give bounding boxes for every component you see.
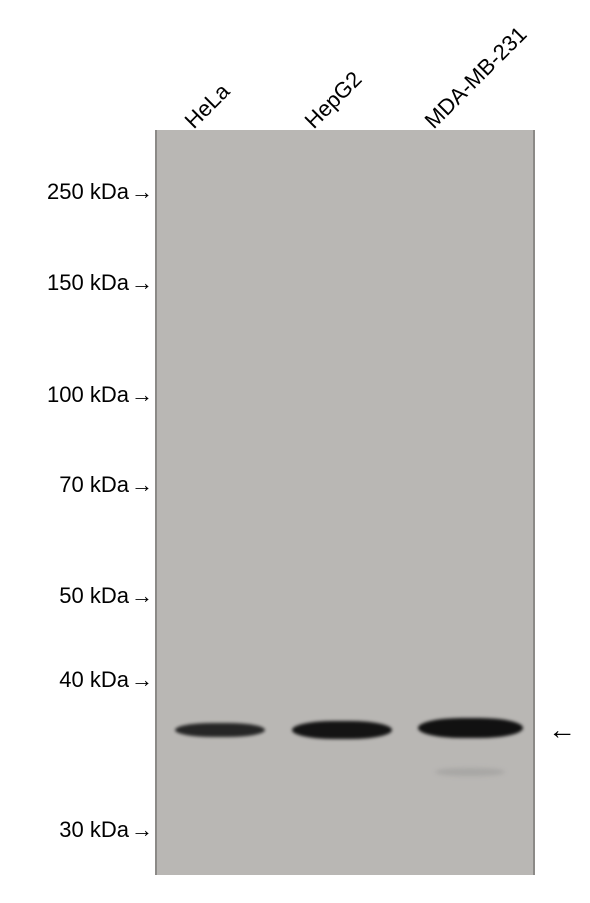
- marker-arrow-icon: →: [131, 179, 153, 205]
- marker-arrow-icon: →: [131, 667, 153, 693]
- marker-arrow-icon: →: [131, 583, 153, 609]
- lane-labels-group: HeLa HepG2 MDA-MB-231: [0, 0, 590, 130]
- marker-label: 50 kDa→: [10, 583, 153, 609]
- marker-label: 30 kDa→: [10, 817, 153, 843]
- marker-label: 150 kDa→: [10, 270, 153, 296]
- marker-arrow-icon: →: [131, 382, 153, 408]
- marker-label: 70 kDa→: [10, 472, 153, 498]
- target-band-arrow-icon: ←: [548, 714, 576, 746]
- marker-label: 100 kDa→: [10, 382, 153, 408]
- blot-band: [292, 721, 392, 739]
- lane-label: MDA-MB-231: [420, 21, 533, 134]
- watermark-text: WWW.PTGLAB.COM: [155, 426, 162, 870]
- blot-band: [418, 718, 523, 738]
- lane-label: HepG2: [300, 66, 368, 134]
- marker-label: 250 kDa→: [10, 179, 153, 205]
- lane-label: HeLa: [180, 78, 236, 134]
- marker-label: 40 kDa→: [10, 667, 153, 693]
- marker-arrow-icon: →: [131, 472, 153, 498]
- marker-arrow-icon: →: [131, 817, 153, 843]
- blot-membrane: WWW.PTGLAB.COM: [155, 130, 535, 875]
- blot-figure: HeLa HepG2 MDA-MB-231 WWW.PTGLAB.COM 250…: [0, 0, 590, 903]
- blot-band-faint: [435, 768, 505, 776]
- marker-arrow-icon: →: [131, 270, 153, 296]
- blot-band: [175, 723, 265, 737]
